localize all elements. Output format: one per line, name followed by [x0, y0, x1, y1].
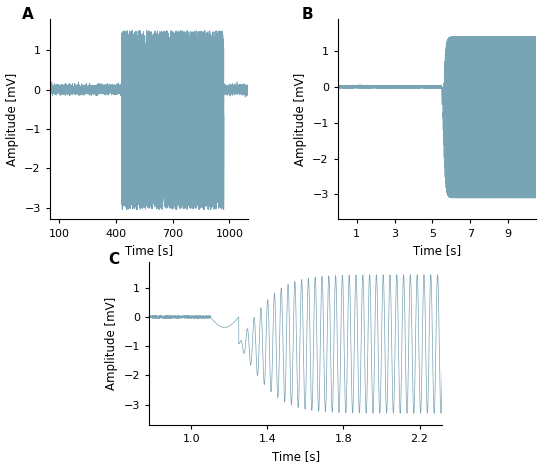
Text: B: B — [302, 7, 314, 21]
Y-axis label: Amplitude [mV]: Amplitude [mV] — [6, 72, 19, 166]
X-axis label: Time [s]: Time [s] — [272, 450, 320, 462]
X-axis label: Time [s]: Time [s] — [125, 244, 173, 257]
Text: A: A — [22, 7, 34, 21]
Y-axis label: Amplitude [mV]: Amplitude [mV] — [294, 72, 307, 166]
Text: C: C — [108, 252, 119, 267]
Y-axis label: Amplitude [mV]: Amplitude [mV] — [105, 297, 118, 390]
X-axis label: Time [s]: Time [s] — [413, 244, 461, 257]
